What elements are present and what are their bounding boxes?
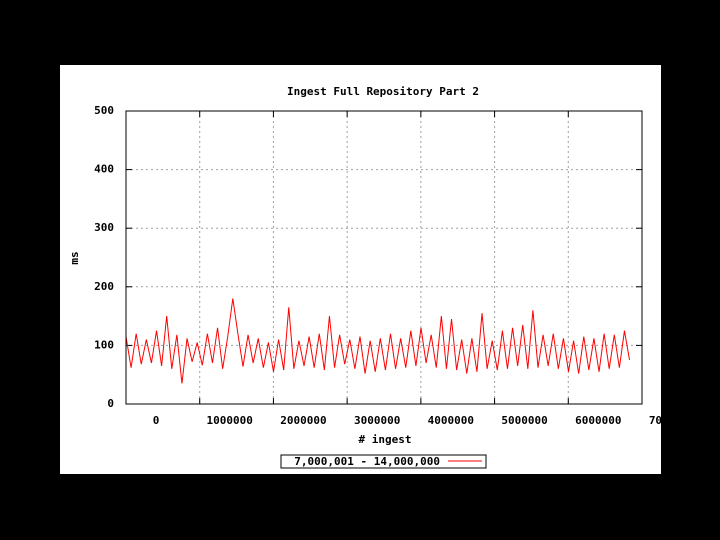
x-tick-label: 4000000: [428, 414, 474, 427]
data-line: [125, 298, 631, 384]
y-tick-label: 500: [94, 104, 114, 117]
plot-frame: [125, 110, 643, 405]
y-tick-label: 0: [107, 397, 114, 410]
chart-title: Ingest Full Repository Part 2: [287, 85, 479, 98]
y-tick-label: 200: [94, 280, 114, 293]
y-tick-label: 300: [94, 221, 114, 234]
x-axis-label: # ingest: [359, 433, 412, 446]
x-tick-label: 6000000: [575, 414, 621, 427]
y-tick-label: 400: [94, 163, 114, 176]
y-axis-label: ms: [68, 251, 81, 264]
x-tick-label: 7000000: [649, 414, 695, 427]
y-tick-label: 100: [94, 338, 114, 351]
x-tick-label: 5000000: [501, 414, 547, 427]
legend-box: [280, 454, 487, 469]
x-tick-label: 3000000: [354, 414, 400, 427]
x-tick-label: 1000000: [207, 414, 253, 427]
ticks: 0 1000000 2000000 3000000 4000000 5000000 6000…: [153, 414, 695, 427]
legend-label: 7,000,001 - 14,000,000: [294, 455, 440, 468]
chart-background: [60, 65, 661, 474]
x-tick-label: 0: [153, 414, 160, 427]
x-tick-label: 2000000: [280, 414, 326, 427]
